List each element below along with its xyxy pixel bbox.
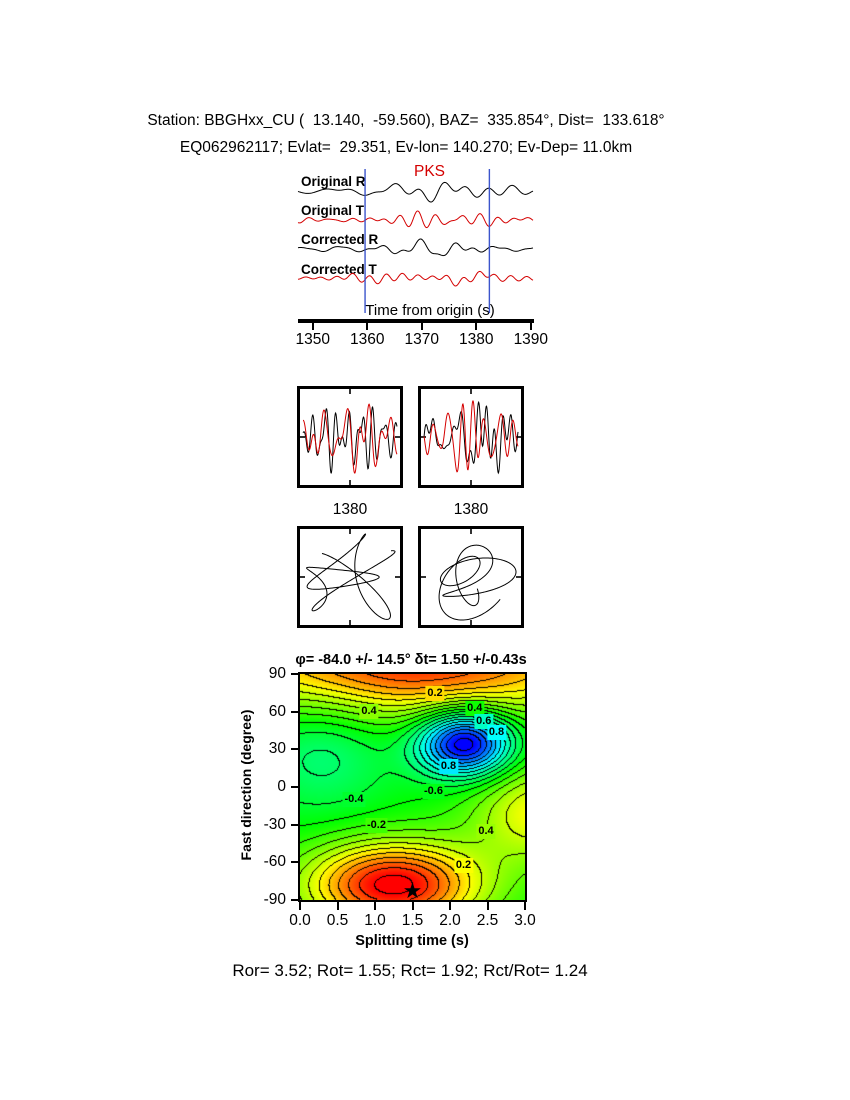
contour-xtick	[486, 902, 489, 910]
contour-level-label: 0.2	[425, 686, 445, 702]
particle-motion-panel-2-frame	[418, 526, 524, 628]
contour-xtick-label: 0.0	[289, 912, 311, 929]
contour-xtick-label: 3.0	[514, 912, 536, 929]
contour-level-label: 0.4	[359, 703, 379, 719]
time-axis-tick	[475, 323, 478, 330]
contour-ytick	[291, 710, 299, 713]
contour-xtick-label: 2.5	[476, 912, 499, 929]
particle-motion-panel-2-canvas	[421, 529, 521, 625]
contour-ytick-label: 60	[268, 702, 286, 720]
contour-ytick-label: -90	[263, 891, 286, 908]
contour-xtick-label: 0.5	[326, 912, 349, 929]
contour-level-label: 0.8	[486, 725, 507, 740]
time-axis-tick-label: 1370	[404, 331, 439, 348]
contour-xtick	[524, 902, 526, 910]
windowed-waveform-panel-1-canvas	[300, 389, 400, 485]
contour-level-label: -0.4	[342, 791, 366, 807]
contour-xtick	[449, 902, 451, 910]
time-axis-tick	[420, 323, 423, 330]
contour-ytick-label: 90	[268, 665, 286, 682]
contour-level-label: 0.4	[476, 824, 496, 840]
contour-xlabel: Splitting time (s)	[355, 933, 469, 949]
time-axis-tick	[529, 323, 532, 330]
contour-xtick	[374, 902, 376, 910]
contour-ytick-label: 0	[277, 778, 286, 795]
time-axis-line	[298, 319, 534, 323]
contour-ytick-label: -60	[263, 853, 286, 871]
particle-motion-panel-1-canvas	[300, 529, 400, 625]
contour-ytick	[291, 786, 299, 788]
contour-ytick-label: -30	[263, 815, 286, 833]
contour-xtick-label: 2.0	[439, 912, 461, 929]
windowed-waveform-panel-2-canvas	[421, 389, 521, 485]
time-axis-tick-label: 1350	[295, 331, 330, 348]
contour-level-label: 0.6	[474, 713, 494, 729]
contour-level-label: -0.6	[422, 784, 445, 800]
best-fit-star-marker: ★	[402, 878, 423, 904]
result-summary: Ror= 3.52; Rot= 1.55; Rct= 1.92; Rct/Rot…	[232, 961, 588, 980]
contour-ytick	[291, 748, 299, 751]
contour-frame	[298, 672, 527, 902]
contour-level-label: 0.8	[438, 758, 459, 774]
contour-xtick-label: 1.5	[401, 912, 424, 929]
time-axis-tick	[311, 323, 314, 330]
time-axis-tick-label: 1390	[513, 331, 549, 348]
trace-waveforms-canvas	[296, 164, 536, 316]
contour-title: φ= -84.0 +/- 14.5° δt= 1.50 +/-0.43s	[295, 652, 527, 668]
contour-xtick	[336, 902, 339, 910]
misfit-contour-canvas	[300, 674, 525, 900]
windowed-waveform-tick-label: 1380	[453, 501, 489, 518]
contour-ytick	[291, 899, 299, 901]
windowed-waveform-tick-label: 1380	[332, 501, 368, 518]
contour-ytick	[291, 861, 299, 864]
contour-level-label: -0.2	[365, 817, 388, 833]
time-axis-tick-label: 1380	[459, 331, 494, 348]
windowed-waveform-panel-1-frame	[297, 386, 403, 488]
particle-motion-panel-1-frame	[297, 526, 403, 628]
contour-ytick	[291, 823, 299, 826]
contour-level-label: 0.2	[453, 858, 474, 874]
event-info-line: EQ062962117; Evlat= 29.351, Ev-lon= 140.…	[179, 139, 633, 156]
contour-ytick	[291, 673, 299, 675]
contour-xtick-label: 1.0	[364, 912, 386, 929]
time-axis-tick-label: 1360	[349, 331, 385, 348]
contour-xtick	[411, 902, 414, 910]
windowed-waveform-panel-2-frame	[418, 386, 524, 488]
contour-level-label: 0.4	[465, 701, 485, 717]
time-axis-tick	[366, 323, 369, 330]
station-info-line: Station: BBGHxx_CU ( 13.140, -59.560), B…	[147, 112, 665, 129]
contour-xtick	[299, 902, 301, 910]
contour-ytick-label: 30	[268, 740, 286, 758]
